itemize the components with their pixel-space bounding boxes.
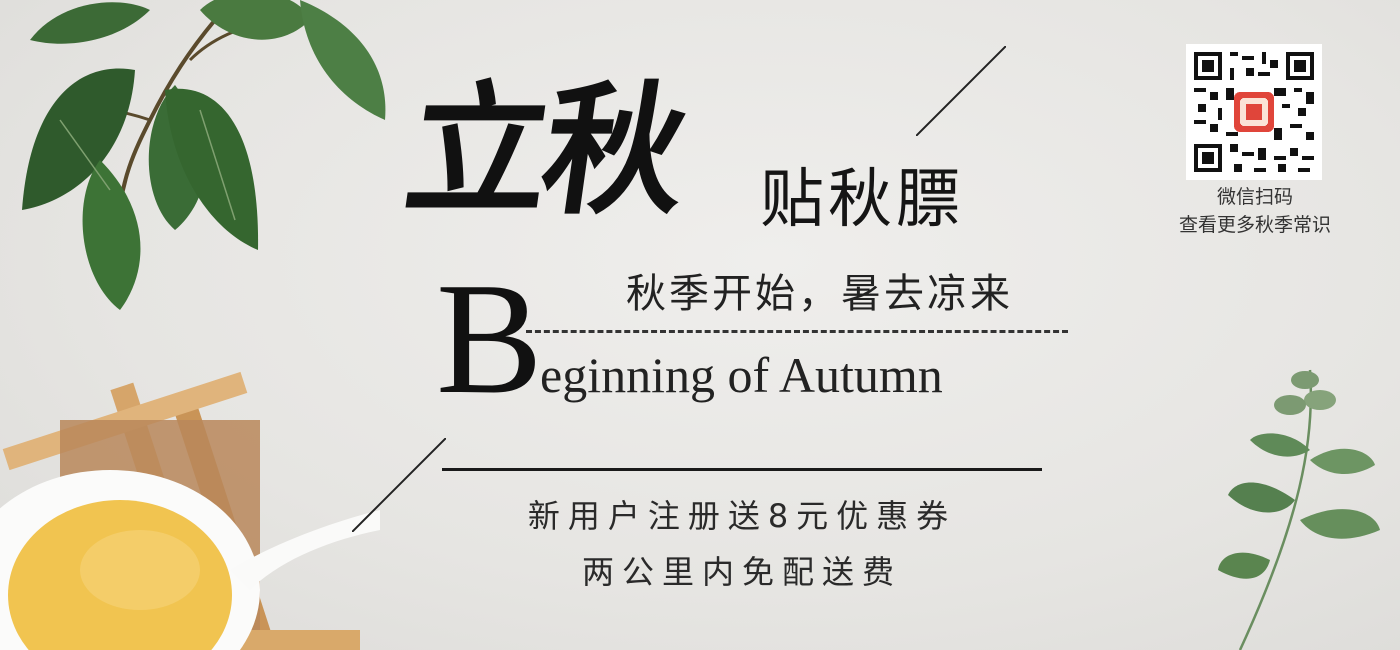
english-title: eginning of Autumn	[540, 347, 943, 403]
qr-code[interactable]	[1186, 44, 1322, 180]
plant-sprig-decoration	[1200, 360, 1400, 650]
qr-caption-scan: 微信扫码	[1216, 186, 1293, 208]
title-main: 立秋	[396, 68, 692, 234]
solid-divider	[442, 468, 1042, 471]
leaf-branch-decoration	[0, 0, 400, 320]
qr-code-icon	[1186, 44, 1322, 180]
qr-caption-more: 查看更多秋季常识	[1178, 214, 1331, 236]
diagonal-line-middle	[352, 438, 446, 532]
offer-line-delivery: 两公里内免配送费	[581, 553, 902, 591]
tea-cup-decoration	[0, 360, 380, 650]
big-letter: B	[436, 249, 543, 427]
diagonal-line-top	[916, 46, 1006, 136]
title-sub: 贴秋膘	[760, 163, 964, 237]
tagline: 秋季开始，暑去凉来	[626, 271, 1013, 317]
offer-line-coupon: 新用户注册送8元优惠券	[527, 497, 957, 535]
dashed-divider	[526, 330, 1068, 333]
